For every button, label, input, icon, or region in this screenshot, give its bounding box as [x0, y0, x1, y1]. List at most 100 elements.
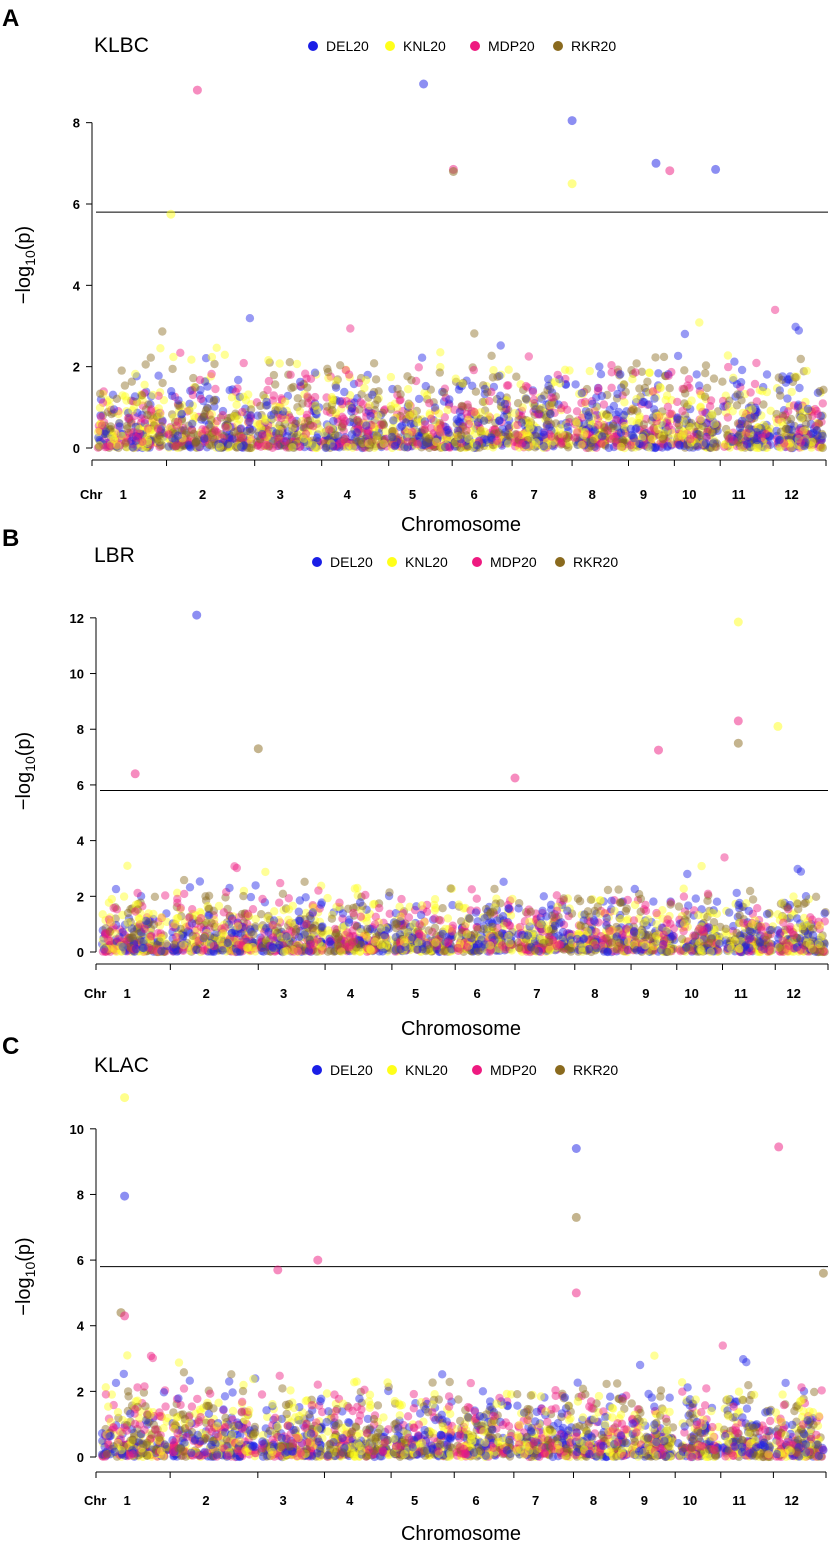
- snp-point: [225, 437, 234, 447]
- snp-point: [211, 395, 221, 405]
- snp-point: [155, 432, 164, 441]
- snp-point: [505, 921, 515, 931]
- snp-point: [619, 380, 629, 389]
- snp-point: [123, 918, 132, 927]
- snp-point: [100, 929, 110, 938]
- panel-letter: B: [2, 525, 19, 552]
- snp-point: [226, 423, 236, 432]
- snp-point: [99, 440, 108, 449]
- snp-point: [228, 422, 237, 431]
- legend-label-mdp20: MDP20: [488, 38, 535, 54]
- snp-point: [106, 424, 116, 434]
- legend-label-rkr20: RKR20: [573, 554, 618, 570]
- snp-point: [230, 862, 239, 871]
- snp-point: [142, 427, 151, 436]
- snp-point: [159, 432, 169, 441]
- snp-point: [626, 441, 635, 450]
- snp-point: [106, 422, 115, 431]
- snp-point: [227, 393, 237, 402]
- snp-point: [469, 365, 478, 375]
- snp-point: [235, 430, 244, 439]
- x-tick-label-chr-8: 8: [589, 487, 596, 502]
- snp-point: [386, 401, 396, 411]
- snp-point: [203, 382, 212, 391]
- snp-point: [137, 410, 147, 419]
- snp-point: [796, 438, 805, 447]
- snp-point: [663, 402, 673, 411]
- snp-point: [414, 394, 424, 404]
- snp-point: [819, 385, 828, 394]
- snp-point: [202, 434, 211, 444]
- snp-point: [223, 420, 232, 429]
- snp-point: [176, 425, 185, 434]
- snp-point: [133, 431, 142, 441]
- snp-point: [180, 426, 189, 435]
- snp-point: [485, 941, 495, 950]
- snp-point: [352, 428, 361, 437]
- snp-point: [655, 382, 665, 392]
- snp-point: [233, 922, 243, 931]
- y-tick-label: 8: [77, 722, 84, 737]
- snp-point: [247, 443, 256, 453]
- snp-point: [221, 442, 231, 451]
- snp-point: [796, 354, 805, 364]
- snp-point: [131, 944, 141, 954]
- snp-point: [221, 421, 231, 430]
- snp-point: [643, 930, 653, 940]
- snp-point: [165, 424, 174, 433]
- snp-point: [623, 895, 632, 905]
- snp-point: [215, 442, 225, 452]
- snp-point: [171, 427, 180, 436]
- snp-point: [471, 387, 481, 396]
- snp-point: [498, 941, 507, 950]
- significant-point-del20: [651, 158, 661, 168]
- x-tick-label-chr-2: 2: [199, 487, 206, 502]
- snp-point: [207, 415, 216, 424]
- snp-point: [204, 420, 214, 429]
- snp-point: [482, 435, 491, 444]
- snp-point: [220, 441, 229, 450]
- background-points: [93, 305, 828, 453]
- snp-point: [291, 419, 300, 428]
- snp-point: [414, 363, 423, 372]
- snp-point: [170, 440, 179, 449]
- snp-point: [263, 401, 272, 410]
- snp-point: [148, 415, 157, 424]
- snp-point: [110, 435, 119, 444]
- snp-point: [659, 352, 669, 362]
- snp-point: [156, 427, 165, 436]
- snp-point: [114, 422, 123, 431]
- snp-point: [101, 430, 110, 439]
- snp-point: [169, 352, 178, 362]
- x-tick-label-chr-7: 7: [530, 487, 537, 502]
- snp-point: [221, 423, 230, 432]
- snp-point: [353, 883, 362, 893]
- snp-point: [652, 411, 662, 421]
- snp-point: [237, 441, 246, 451]
- snp-point: [210, 419, 220, 429]
- snp-point: [173, 443, 182, 453]
- significant-point-del20: [567, 116, 577, 126]
- snp-point: [472, 894, 481, 903]
- snp-point: [737, 365, 747, 375]
- snp-point: [571, 380, 580, 389]
- snp-point: [246, 892, 256, 902]
- snp-point: [247, 435, 256, 444]
- snp-point: [545, 945, 554, 954]
- snp-point: [604, 443, 614, 453]
- snp-point: [356, 898, 365, 907]
- snp-point: [213, 428, 222, 437]
- y-tick-label: 0: [77, 945, 84, 960]
- snp-point: [108, 440, 118, 449]
- snp-point: [127, 436, 136, 446]
- snp-point: [647, 434, 656, 444]
- snp-point: [130, 411, 139, 421]
- snp-point: [145, 443, 154, 452]
- legend-marker-rkr20: [555, 557, 565, 567]
- snp-point: [154, 404, 163, 413]
- snp-point: [371, 912, 380, 921]
- snp-point: [206, 432, 215, 442]
- snp-point: [630, 884, 639, 894]
- snp-point: [701, 439, 710, 448]
- snp-point: [309, 441, 318, 450]
